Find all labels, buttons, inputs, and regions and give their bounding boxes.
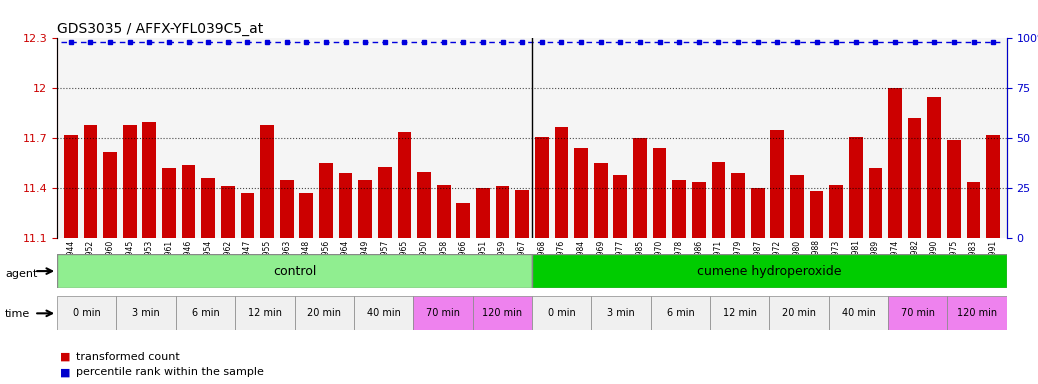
Bar bbox=[574, 148, 588, 238]
Bar bbox=[358, 180, 372, 238]
Text: time: time bbox=[5, 309, 30, 319]
Bar bbox=[338, 173, 353, 238]
Bar bbox=[476, 188, 490, 238]
Bar bbox=[162, 168, 175, 238]
Bar bbox=[182, 165, 195, 238]
Bar bbox=[299, 193, 313, 238]
Bar bbox=[731, 173, 745, 238]
FancyBboxPatch shape bbox=[354, 296, 413, 330]
Text: 6 min: 6 min bbox=[666, 308, 694, 318]
FancyBboxPatch shape bbox=[472, 296, 532, 330]
Bar bbox=[201, 178, 215, 238]
Bar bbox=[692, 182, 706, 238]
Bar bbox=[378, 167, 391, 238]
FancyBboxPatch shape bbox=[532, 296, 592, 330]
Bar bbox=[947, 140, 961, 238]
Text: transformed count: transformed count bbox=[76, 352, 180, 362]
Text: 20 min: 20 min bbox=[307, 308, 342, 318]
FancyBboxPatch shape bbox=[710, 296, 769, 330]
Bar bbox=[84, 125, 98, 238]
Text: 20 min: 20 min bbox=[782, 308, 816, 318]
Bar bbox=[319, 163, 333, 238]
FancyBboxPatch shape bbox=[828, 296, 889, 330]
Text: ■: ■ bbox=[60, 367, 71, 377]
Bar bbox=[790, 175, 803, 238]
FancyBboxPatch shape bbox=[175, 296, 236, 330]
Text: 3 min: 3 min bbox=[132, 308, 160, 318]
Bar bbox=[280, 180, 294, 238]
Bar bbox=[770, 130, 784, 238]
FancyBboxPatch shape bbox=[236, 296, 295, 330]
Bar bbox=[535, 137, 549, 238]
Bar bbox=[750, 188, 765, 238]
Bar bbox=[554, 127, 568, 238]
Bar bbox=[908, 118, 922, 238]
FancyBboxPatch shape bbox=[116, 296, 175, 330]
Text: 12 min: 12 min bbox=[248, 308, 282, 318]
Text: agent: agent bbox=[5, 269, 37, 279]
Text: 70 min: 70 min bbox=[901, 308, 935, 318]
Bar bbox=[515, 190, 529, 238]
Text: 0 min: 0 min bbox=[73, 308, 101, 318]
Text: 12 min: 12 min bbox=[722, 308, 757, 318]
FancyBboxPatch shape bbox=[532, 254, 1007, 288]
Bar bbox=[496, 187, 510, 238]
Text: GDS3035 / AFFX-YFL039C5_at: GDS3035 / AFFX-YFL039C5_at bbox=[57, 22, 264, 36]
Text: 120 min: 120 min bbox=[483, 308, 522, 318]
Text: 6 min: 6 min bbox=[192, 308, 219, 318]
Bar bbox=[869, 168, 882, 238]
Text: 3 min: 3 min bbox=[607, 308, 635, 318]
Bar bbox=[927, 97, 941, 238]
FancyBboxPatch shape bbox=[295, 296, 354, 330]
Text: 40 min: 40 min bbox=[842, 308, 875, 318]
Bar bbox=[122, 125, 137, 238]
Text: 40 min: 40 min bbox=[366, 308, 401, 318]
Bar bbox=[594, 163, 607, 238]
Text: ■: ■ bbox=[60, 352, 71, 362]
Bar bbox=[457, 203, 470, 238]
Bar bbox=[633, 138, 647, 238]
Bar bbox=[103, 152, 117, 238]
Bar bbox=[849, 137, 863, 238]
Text: cumene hydroperoxide: cumene hydroperoxide bbox=[698, 265, 842, 278]
Bar bbox=[398, 132, 411, 238]
Bar bbox=[889, 88, 902, 238]
FancyBboxPatch shape bbox=[651, 296, 710, 330]
Text: control: control bbox=[273, 265, 317, 278]
FancyBboxPatch shape bbox=[889, 296, 948, 330]
FancyBboxPatch shape bbox=[769, 296, 828, 330]
Bar bbox=[261, 125, 274, 238]
Text: 0 min: 0 min bbox=[548, 308, 575, 318]
Bar bbox=[986, 135, 1000, 238]
Text: 70 min: 70 min bbox=[426, 308, 460, 318]
FancyBboxPatch shape bbox=[413, 296, 472, 330]
Bar bbox=[653, 148, 666, 238]
Bar bbox=[829, 185, 843, 238]
Bar bbox=[142, 122, 156, 238]
FancyBboxPatch shape bbox=[57, 296, 116, 330]
Bar bbox=[966, 182, 980, 238]
Bar bbox=[711, 162, 726, 238]
FancyBboxPatch shape bbox=[948, 296, 1007, 330]
Bar bbox=[417, 172, 431, 238]
Bar bbox=[673, 180, 686, 238]
Text: 120 min: 120 min bbox=[957, 308, 998, 318]
Text: percentile rank within the sample: percentile rank within the sample bbox=[76, 367, 264, 377]
Bar bbox=[241, 193, 254, 238]
Bar bbox=[613, 175, 627, 238]
FancyBboxPatch shape bbox=[57, 254, 532, 288]
Bar bbox=[810, 192, 823, 238]
Bar bbox=[437, 185, 450, 238]
Bar bbox=[64, 135, 78, 238]
FancyBboxPatch shape bbox=[592, 296, 651, 330]
Bar bbox=[221, 187, 235, 238]
